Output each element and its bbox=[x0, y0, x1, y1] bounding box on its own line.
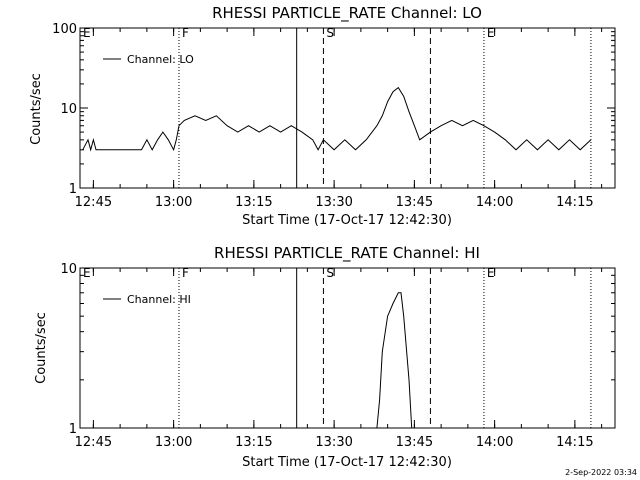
legend-label: Channel: HI bbox=[127, 293, 191, 306]
event-marker-label: S bbox=[326, 266, 334, 280]
event-marker-label: S bbox=[326, 26, 334, 40]
x-tick-label: 13:00 bbox=[155, 435, 192, 450]
generation-timestamp: 2-Sep-2022 03:34 bbox=[565, 468, 637, 477]
x-tick-label: 13:00 bbox=[155, 195, 192, 210]
y-tick-label: 100 bbox=[52, 22, 77, 37]
x-tick-label: 12:45 bbox=[75, 195, 112, 210]
x-tick-label: 14:15 bbox=[556, 195, 593, 210]
series-line bbox=[376, 292, 413, 429]
event-marker-label: F bbox=[182, 26, 189, 40]
chart-title: RHESSI PARTICLE_RATE Channel: HI bbox=[214, 244, 480, 263]
y-tick-label: 1 bbox=[69, 422, 77, 437]
x-tick-label: 12:45 bbox=[75, 435, 112, 450]
x-tick-label: 14:15 bbox=[556, 435, 593, 450]
x-tick-label: 14:00 bbox=[476, 195, 513, 210]
chart-title: RHESSI PARTICLE_RATE Channel: LO bbox=[212, 4, 482, 23]
x-tick-label: 13:30 bbox=[315, 195, 352, 210]
y-tick-label: 10 bbox=[60, 102, 77, 117]
y-axis-label: Counts/sec bbox=[34, 312, 49, 384]
x-axis-label: Start Time (17-Oct-17 12:42:30) bbox=[242, 455, 452, 470]
event-marker-label: E bbox=[83, 266, 91, 280]
lo-channel-panel: RHESSI PARTICLE_RATE Channel: LO Counts/… bbox=[29, 4, 616, 228]
event-marker-label: F bbox=[182, 266, 189, 280]
x-tick-label: 14:00 bbox=[476, 435, 513, 450]
legend: Channel: LO bbox=[103, 53, 194, 66]
legend: Channel: HI bbox=[103, 293, 191, 306]
y-tick-label: 1 bbox=[69, 182, 77, 197]
x-axis-label: Start Time (17-Oct-17 12:42:30) bbox=[242, 213, 452, 228]
legend-label: Channel: LO bbox=[127, 53, 194, 66]
x-tick-label: 13:45 bbox=[396, 195, 433, 210]
x-tick-label: 13:30 bbox=[315, 435, 352, 450]
y-axis-label: Counts/sec bbox=[29, 73, 44, 145]
hi-channel-panel: RHESSI PARTICLE_RATE Channel: HI Counts/… bbox=[34, 244, 616, 470]
x-tick-label: 13:15 bbox=[235, 435, 272, 450]
y-tick-label: 10 bbox=[60, 262, 77, 277]
event-marker-label: E bbox=[487, 26, 495, 40]
x-tick-label: 13:45 bbox=[396, 435, 433, 450]
event-marker-label: E bbox=[487, 266, 495, 280]
event-marker-label: E bbox=[83, 26, 91, 40]
series-line bbox=[82, 86, 592, 152]
x-tick-label: 13:15 bbox=[235, 195, 272, 210]
plot-frame bbox=[79, 267, 616, 429]
